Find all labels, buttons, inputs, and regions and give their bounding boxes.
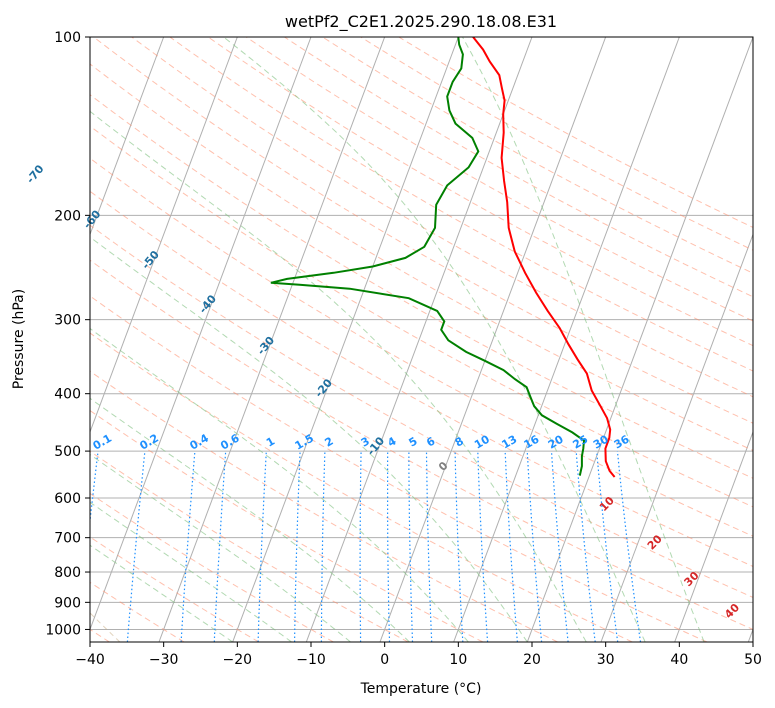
dry-adiabat [90,295,708,642]
profiles [270,37,616,478]
moist-adiabat [90,110,587,642]
x-tick-label: 30 [597,652,615,668]
x-tick-label: 40 [670,652,688,668]
isotherm-0 [379,37,607,642]
dry-adiabat [245,37,753,322]
isotherm-20 [526,37,753,642]
dry-adiabat [284,37,753,298]
dewpoint-profile-line [270,37,586,476]
dry-adiabat [131,37,753,398]
temperature-profile-line [472,37,616,478]
moist-adiabat [90,236,528,642]
x-tick-label: 10 [449,652,467,668]
x-tick-label: −10 [296,652,326,668]
x-axis-label: Temperature (°C) [360,681,482,697]
y-tick-label: 800 [54,565,81,581]
mixing-ratio-line [575,451,596,642]
y-tick-label: 200 [54,208,81,224]
dry-adiabat [90,332,633,642]
isotherm--30 [158,37,386,642]
isotherm--40 [90,37,312,631]
x-tick-label: 50 [744,652,762,668]
y-tick-label: 500 [54,444,81,460]
moist-adiabat [90,327,469,642]
dry-adiabat [90,190,753,567]
moist-adiabat [90,501,292,642]
dry-adiabat [90,450,409,642]
plot-frame [89,36,754,643]
isotherm--60 [90,37,165,236]
y-tick-label: 300 [54,313,81,329]
moist-adiabat [90,544,233,642]
moist-adiabat [462,37,705,642]
dry-adiabat [90,125,753,508]
dry-adiabat [207,37,753,347]
y-tick-label: 400 [54,387,81,403]
y-tick-label: 600 [54,491,81,507]
y-tick-label: 700 [54,531,81,547]
isotherm-30 [600,233,753,642]
dry-adiabat [169,37,753,372]
axis-ticks: −40 −30 −20 −10 0 10 20 30 40 50 100 200 300 400 500 60… [45,30,762,668]
x-tick-label: 0 [380,652,389,668]
y-tick-label: 1000 [45,622,81,638]
isotherm--50 [90,37,238,434]
background-lines [90,37,753,642]
y-tick-label: 900 [54,595,81,611]
y-axis-label: Pressure (hPa) [11,289,27,389]
isotherm--20 [232,37,459,642]
chart-title: wetPf2_C2E1.2025.290.18.08.E31 [285,12,557,32]
isotherm--10 [305,37,533,642]
isotherm-40 [674,430,753,642]
x-tick-label: −30 [149,652,179,668]
dry-adiabat [90,536,260,642]
x-tick-label: 20 [523,652,541,668]
dry-adiabat [322,37,753,274]
y-tick-label: 100 [54,30,81,46]
x-tick-label: −40 [75,652,105,668]
x-tick-label: −20 [223,652,253,668]
mixing-ratio-line [90,451,99,527]
dry-adiabat [90,224,753,598]
dry-adiabat [90,259,753,630]
moist-adiabat [90,397,410,642]
dry-adiabat [360,37,753,251]
mixing-ratio-line [596,451,619,642]
moist-adiabat [223,37,646,642]
moist-adiabat [90,453,351,642]
mixing-ratio-line [616,451,642,642]
dry-adiabat [398,37,753,228]
